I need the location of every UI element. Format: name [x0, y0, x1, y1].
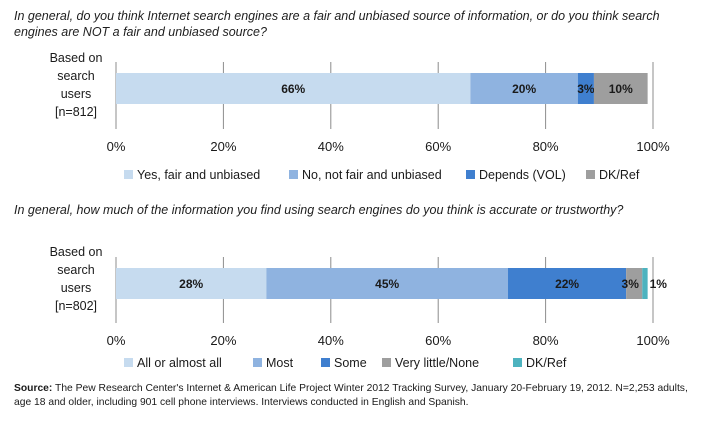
legend-swatch [253, 358, 262, 367]
data-label: 66% [281, 82, 305, 96]
data-label: 22% [555, 277, 579, 291]
category-label: search [57, 69, 95, 83]
legend-label: DK/Ref [599, 168, 640, 182]
legend-swatch [382, 358, 391, 367]
legend-label: No, not fair and unbiased [302, 168, 442, 182]
legend-swatch [124, 170, 133, 179]
category-label: users [61, 87, 92, 101]
bar-segment [508, 268, 627, 299]
data-label: 3% [577, 82, 595, 96]
category-label: Based on [50, 245, 103, 259]
x-tick-label: 0% [107, 333, 126, 348]
data-label: 10% [609, 82, 633, 96]
x-tick-label: 80% [533, 139, 559, 154]
x-tick-label: 60% [425, 333, 451, 348]
legend-label: DK/Ref [526, 356, 567, 370]
bar-segment [626, 268, 643, 299]
chart-1: 0% 20% 40% 60% 80% 100% Based on search users [n=… [50, 51, 670, 182]
x-tick-label: 40% [318, 139, 344, 154]
legend-label: All or almost all [137, 356, 222, 370]
bar-segment [593, 73, 648, 104]
category-label: [n=812] [55, 105, 97, 119]
x-tick-label: 20% [210, 333, 236, 348]
legend-label: Depends (VOL) [479, 168, 566, 182]
x-tick-label: 20% [210, 139, 236, 154]
x-tick-label: 40% [318, 333, 344, 348]
category-label: search [57, 263, 95, 277]
data-label: 3% [622, 277, 640, 291]
legend-label: Yes, fair and unbiased [137, 168, 260, 182]
bar-segment [642, 268, 648, 299]
legend-label: Most [266, 356, 294, 370]
bar-segment [116, 268, 267, 299]
x-tick-label: 100% [636, 333, 670, 348]
legend-swatch [124, 358, 133, 367]
source-note: Source: The Pew Research Center's Intern… [14, 382, 704, 409]
source-label: Source: [14, 383, 53, 394]
data-label: 20% [512, 82, 536, 96]
bar-segment [116, 73, 471, 104]
x-tick-label: 100% [636, 139, 670, 154]
source-text: The Pew Research Center's Internet & Ame… [14, 383, 688, 408]
legend-label: Some [334, 356, 367, 370]
data-label: 28% [179, 277, 203, 291]
category-label: users [61, 281, 92, 295]
category-label: Based on [50, 51, 103, 65]
bar-segment [470, 73, 578, 104]
chart-2-question: In general, how much of the information … [14, 203, 624, 217]
bar-segment [266, 268, 509, 299]
chart-2: 0% 20% 40% 60% 80% 100% Based on search users [n=… [50, 245, 670, 370]
legend-swatch [513, 358, 522, 367]
bar-segment [577, 73, 594, 104]
x-tick-label: 60% [425, 139, 451, 154]
x-tick-label: 0% [107, 139, 126, 154]
legend-swatch [466, 170, 475, 179]
legend-swatch [321, 358, 330, 367]
data-label: 1% [650, 277, 668, 291]
data-label: 45% [375, 277, 399, 291]
x-tick-label: 80% [533, 333, 559, 348]
legend-swatch [586, 170, 595, 179]
chart-1-question: In general, do you think Internet search… [14, 9, 660, 39]
legend-label: Very little/None [395, 356, 479, 370]
category-label: [n=802] [55, 299, 97, 313]
legend-swatch [289, 170, 298, 179]
